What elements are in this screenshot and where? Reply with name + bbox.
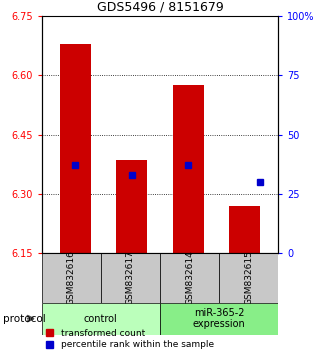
Text: GSM832616: GSM832616 bbox=[67, 250, 76, 306]
Bar bbox=[101, 253, 160, 303]
Bar bbox=[229, 206, 260, 253]
Text: miR-365-2
expression: miR-365-2 expression bbox=[193, 308, 245, 330]
Bar bbox=[42, 253, 101, 303]
Bar bbox=[219, 253, 278, 303]
Text: protocol: protocol bbox=[3, 314, 46, 324]
Text: control: control bbox=[84, 314, 118, 324]
Legend: transformed count, percentile rank within the sample: transformed count, percentile rank withi… bbox=[46, 329, 214, 349]
Bar bbox=[116, 160, 147, 253]
Text: GSM832617: GSM832617 bbox=[126, 250, 135, 306]
Bar bbox=[60, 44, 91, 253]
Text: GSM832615: GSM832615 bbox=[244, 250, 253, 306]
Text: GSM832614: GSM832614 bbox=[185, 251, 194, 305]
Bar bbox=[160, 253, 219, 303]
Bar bbox=[42, 303, 160, 335]
Bar bbox=[160, 303, 278, 335]
Bar bbox=[173, 85, 204, 253]
Title: GDS5496 / 8151679: GDS5496 / 8151679 bbox=[97, 0, 223, 13]
